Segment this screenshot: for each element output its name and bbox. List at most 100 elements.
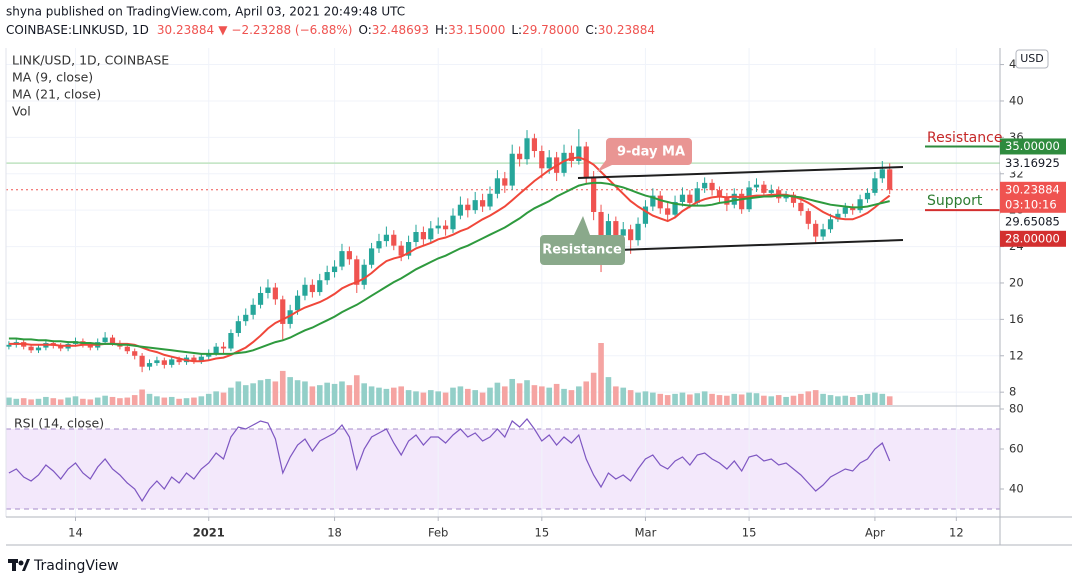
candle-body <box>331 266 338 273</box>
volume-bar <box>701 391 708 405</box>
volume-bar <box>228 387 234 405</box>
candle-body <box>368 248 375 265</box>
candle-body <box>413 232 419 243</box>
candle-body <box>798 202 804 212</box>
byline: shyna published on TradingView.com, Apri… <box>6 5 405 19</box>
candle-body <box>739 193 745 210</box>
candle-body <box>146 363 153 367</box>
ma-line <box>8 156 891 363</box>
volume-bar <box>516 383 523 405</box>
header-bg <box>0 0 1072 46</box>
candle-body <box>531 138 538 152</box>
price-label-box <box>1000 181 1066 213</box>
candle-body <box>405 242 412 256</box>
volume-bar <box>198 396 205 405</box>
candle-body <box>339 251 345 267</box>
y-tick-label: 12 <box>1009 348 1024 362</box>
volume-bar <box>109 396 116 405</box>
volume-bar <box>287 377 293 405</box>
price-label-box <box>1000 155 1066 172</box>
candle-body <box>605 221 612 242</box>
candle-body <box>124 346 130 352</box>
candle-body <box>109 337 116 344</box>
legend-vol: Vol <box>12 104 31 119</box>
volume-bar <box>761 395 767 405</box>
rsi-line <box>8 418 891 503</box>
candle-body <box>280 299 286 324</box>
candle-body <box>398 245 404 256</box>
candle-body <box>213 346 219 354</box>
candle-body <box>35 347 42 351</box>
volume-bar <box>805 391 812 405</box>
rsi-tick-label: 80 <box>1009 402 1024 416</box>
volume-bar <box>672 393 678 405</box>
volume-bar <box>6 397 12 405</box>
candle-body <box>494 178 501 194</box>
candle-body <box>465 204 471 211</box>
candle-body <box>139 355 145 367</box>
countdown: 03:10:16 <box>1005 197 1057 211</box>
volume-bar <box>613 386 619 405</box>
candle-body <box>650 195 656 207</box>
price-label-box <box>1000 230 1066 247</box>
candle-body <box>657 195 663 209</box>
candle-body <box>857 199 863 211</box>
candle-body <box>665 208 671 215</box>
candle-body <box>169 359 175 365</box>
volume-bar <box>472 390 479 405</box>
volume-bar <box>546 387 553 405</box>
volume-bar <box>502 386 508 405</box>
candle-body <box>383 234 389 242</box>
channel-upper <box>577 166 904 179</box>
candle-body <box>872 178 878 193</box>
candle-body <box>428 228 434 240</box>
candle-body <box>561 152 567 173</box>
y-tick-label: 20 <box>1009 275 1024 289</box>
candle-body <box>354 259 360 285</box>
volume-bar <box>598 343 604 405</box>
volume-bar <box>657 393 664 405</box>
volume-bar <box>376 387 382 405</box>
candle-body <box>790 194 797 203</box>
legend-rsi: RSI (14, close) <box>14 416 104 431</box>
candle-body <box>672 201 678 215</box>
candle-body <box>87 344 93 348</box>
volume-bar <box>383 388 390 405</box>
candle-body <box>243 314 249 322</box>
symbol-line: COINBASE:LINKUSD, 1D 30.23884 ▼ −2.23288 (−… <box>6 23 655 37</box>
change: −2.23288 (−6.88%) <box>231 23 352 37</box>
ohlc-value: 32.48693 <box>372 23 429 37</box>
candle-body <box>591 177 597 212</box>
volume-bar <box>191 397 197 405</box>
ma-callout-box <box>597 138 692 172</box>
volume-bar <box>272 381 279 405</box>
candle-body <box>102 337 108 343</box>
candle-body <box>198 356 204 362</box>
volume-bar <box>435 391 441 405</box>
volume-bar <box>687 394 693 405</box>
volume-bar <box>309 386 316 405</box>
volume-bar <box>279 370 286 405</box>
rsi-tick-label: 40 <box>1009 482 1024 496</box>
candle-body <box>539 151 545 169</box>
volume-bar <box>886 396 893 405</box>
candle-body <box>813 223 819 237</box>
currency-box[interactable] <box>1015 49 1049 69</box>
candle-body <box>642 206 649 224</box>
candle-body <box>598 211 604 242</box>
volume-bar <box>294 380 301 405</box>
volume-bar <box>353 375 360 405</box>
volume-bar <box>605 377 612 405</box>
volume-bar <box>339 381 345 405</box>
volume-bar <box>664 395 671 405</box>
price-label: 28.00000 <box>1005 231 1060 245</box>
volume-bar <box>161 397 168 405</box>
volume-bar <box>442 392 449 405</box>
candle-body <box>620 229 626 236</box>
candle-body <box>487 193 493 207</box>
ohlc: O:32.48693 H:33.15000 L:29.78000 C:30.23884 <box>358 23 655 37</box>
candle-body <box>28 346 34 351</box>
volume-bar <box>57 399 64 405</box>
volume-bar <box>783 396 789 405</box>
volume-bar <box>553 383 560 405</box>
